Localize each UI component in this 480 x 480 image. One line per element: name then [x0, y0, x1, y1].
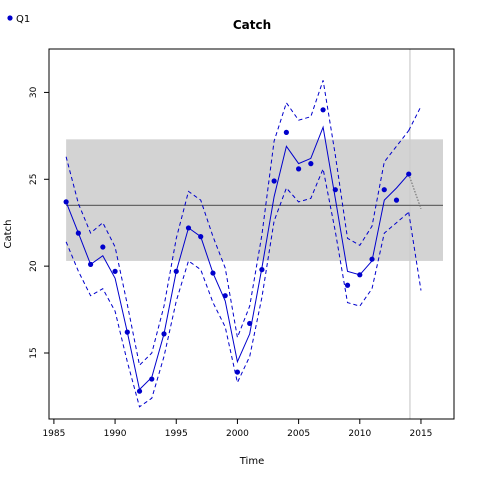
legend: Q1 [7, 14, 30, 25]
data-point [234, 369, 241, 375]
x-tick-label: 2005 [287, 429, 310, 439]
data-point [112, 268, 118, 274]
y-axis-title: Catch [3, 220, 14, 249]
y-tick-label: 25 [29, 174, 39, 185]
x-axis-title: Time [239, 456, 264, 467]
x-axis: 1985 1990 1995 2000 2005 2010 2015 [42, 419, 432, 439]
data-point [369, 256, 375, 262]
data-point [308, 161, 314, 167]
data-point [198, 234, 204, 240]
x-tick-label: 2015 [410, 429, 433, 439]
data-point [161, 331, 167, 337]
data-point [210, 270, 216, 276]
plot-area [63, 49, 443, 419]
data-point [222, 293, 228, 299]
data-point [381, 187, 387, 193]
data-point [149, 376, 155, 382]
data-point [320, 107, 326, 113]
chart-title: Catch [233, 18, 271, 32]
x-tick-label: 1995 [165, 429, 188, 439]
forecast-upper-line [408, 106, 422, 131]
fitted-line [65, 125, 410, 391]
x-tick-label: 1985 [42, 429, 65, 439]
y-tick-label: 15 [29, 347, 39, 358]
lower-bound-line [65, 167, 410, 408]
data-point [344, 282, 351, 288]
data-point [393, 197, 400, 203]
y-tick-label: 20 [29, 260, 39, 272]
forecast-line [408, 173, 422, 209]
data-point [185, 225, 192, 231]
plot-frame [48, 48, 455, 420]
data-point [173, 268, 179, 274]
data-point [100, 244, 106, 250]
data-point [247, 320, 253, 327]
data-point [136, 388, 143, 394]
x-tick-label: 2010 [348, 429, 371, 439]
data-point [259, 267, 265, 273]
legend-label: Q1 [16, 14, 30, 25]
data-point [88, 261, 94, 267]
x-tick-label: 2000 [226, 429, 249, 439]
data-point [332, 187, 338, 193]
data-point [296, 166, 302, 172]
reference-band [66, 139, 443, 261]
y-axis: 15 20 25 30 [29, 86, 49, 359]
data-point [271, 178, 277, 184]
forecast-lower-line [408, 212, 422, 291]
data-point [124, 329, 130, 335]
data-point [357, 272, 363, 278]
data-point [63, 199, 69, 205]
upper-bound-line [65, 80, 410, 367]
legend-marker [7, 15, 13, 21]
y-tick-label: 30 [29, 86, 39, 98]
x-tick-label: 1990 [104, 429, 127, 439]
data-point [75, 230, 81, 236]
data-point [283, 129, 289, 135]
data-point [406, 171, 412, 177]
